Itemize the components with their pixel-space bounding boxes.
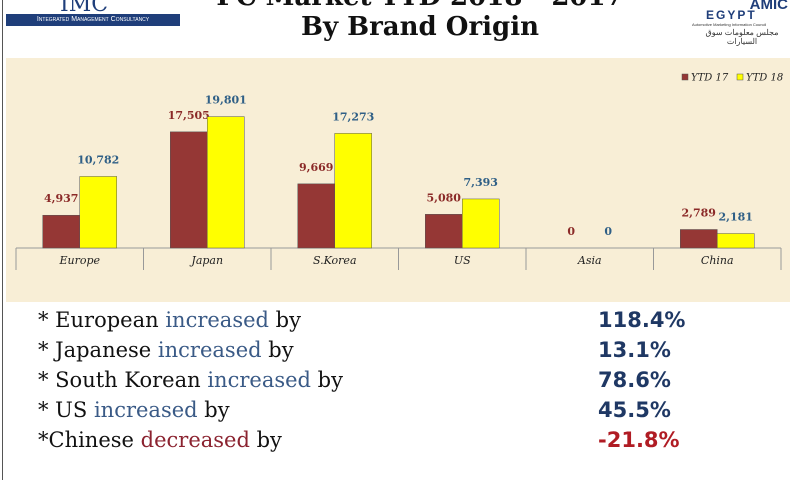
bar	[334, 133, 372, 249]
statement: * Japanese increased by	[38, 338, 294, 362]
value-label: 2,789	[682, 206, 716, 219]
bar	[42, 214, 80, 249]
statement: * European increased by	[38, 308, 301, 332]
value-label: 9,669	[299, 161, 333, 174]
statement-subject: * US	[38, 398, 88, 422]
left-border	[2, 0, 3, 480]
value-label: 17,273	[332, 110, 374, 123]
title-line1: PC Market YTD 2018 - 2017	[200, 0, 640, 12]
bar	[717, 233, 755, 249]
title-line2: By Brand Origin	[301, 12, 539, 42]
value-label: 0	[604, 225, 612, 238]
chart: Europe Japan S.Korea US Asia China 4,937 17,505…	[6, 58, 790, 302]
statement-change: 78.6%	[598, 368, 671, 392]
statement-change: 45.5%	[598, 398, 671, 422]
bar	[297, 183, 335, 249]
statement-change: -21.8%	[598, 428, 680, 452]
bar	[462, 198, 500, 249]
x-tick-label: US	[454, 254, 471, 267]
statement-rest: by	[268, 338, 294, 362]
logo-right-arabic: مجلس معلومات سوق السيارات	[705, 28, 779, 46]
bar	[79, 176, 117, 249]
statement-verb: increased	[207, 368, 311, 392]
value-label: 17,505	[168, 109, 210, 122]
value-label: 0	[567, 225, 575, 238]
logo-right-name: AMIC	[749, 0, 788, 13]
bar	[170, 131, 208, 249]
statement: *Chinese decreased by	[38, 428, 282, 452]
statement-verb: increased	[157, 338, 262, 362]
statement-rest: by	[204, 398, 230, 422]
statement-change: 118.4%	[598, 308, 686, 332]
logo-left-subtitle: Integrated Management Consultancy	[6, 14, 180, 26]
statement: * South Korean increased by	[38, 368, 343, 392]
legend-swatch	[736, 73, 744, 81]
bar	[207, 116, 245, 249]
bar	[425, 214, 463, 249]
legend-label: YTD 17	[691, 73, 729, 84]
statement: * US increased by	[38, 398, 230, 422]
logo-right-country: EGYPT	[706, 8, 757, 22]
legend-label: YTD 18	[746, 73, 783, 84]
bar	[680, 229, 718, 249]
logo-left-name: IMC	[60, 0, 109, 17]
statement-verb: increased	[165, 308, 269, 332]
value-label: 19,801	[205, 94, 247, 107]
statement-subject: * Japanese	[38, 338, 152, 362]
value-label: 7,393	[464, 176, 498, 189]
x-tick-label: Europe	[58, 254, 100, 267]
value-label: 4,937	[44, 192, 78, 205]
x-tick-label: Asia	[577, 254, 602, 267]
value-label: 5,080	[427, 191, 462, 204]
statement-subject: *Chinese	[38, 428, 134, 452]
statement-subject: * South Korean	[38, 368, 201, 392]
x-tick-label: Japan	[189, 254, 223, 267]
logo-right-subtitle: Automotive Marketing Information Council	[692, 22, 767, 27]
statement-rest: by	[275, 308, 301, 332]
x-tick-label: S.Korea	[313, 254, 357, 267]
legend-swatch	[681, 73, 689, 81]
value-label: 10,782	[77, 153, 119, 166]
value-label: 2,181	[719, 211, 753, 224]
statement-subject: * European	[38, 308, 159, 332]
x-tick-label: China	[701, 254, 734, 267]
statement-rest: by	[256, 428, 282, 452]
statement-rest: by	[317, 368, 343, 392]
statement-verb: increased	[93, 398, 198, 422]
statement-verb: decreased	[140, 428, 250, 452]
statement-change: 13.1%	[598, 338, 671, 362]
